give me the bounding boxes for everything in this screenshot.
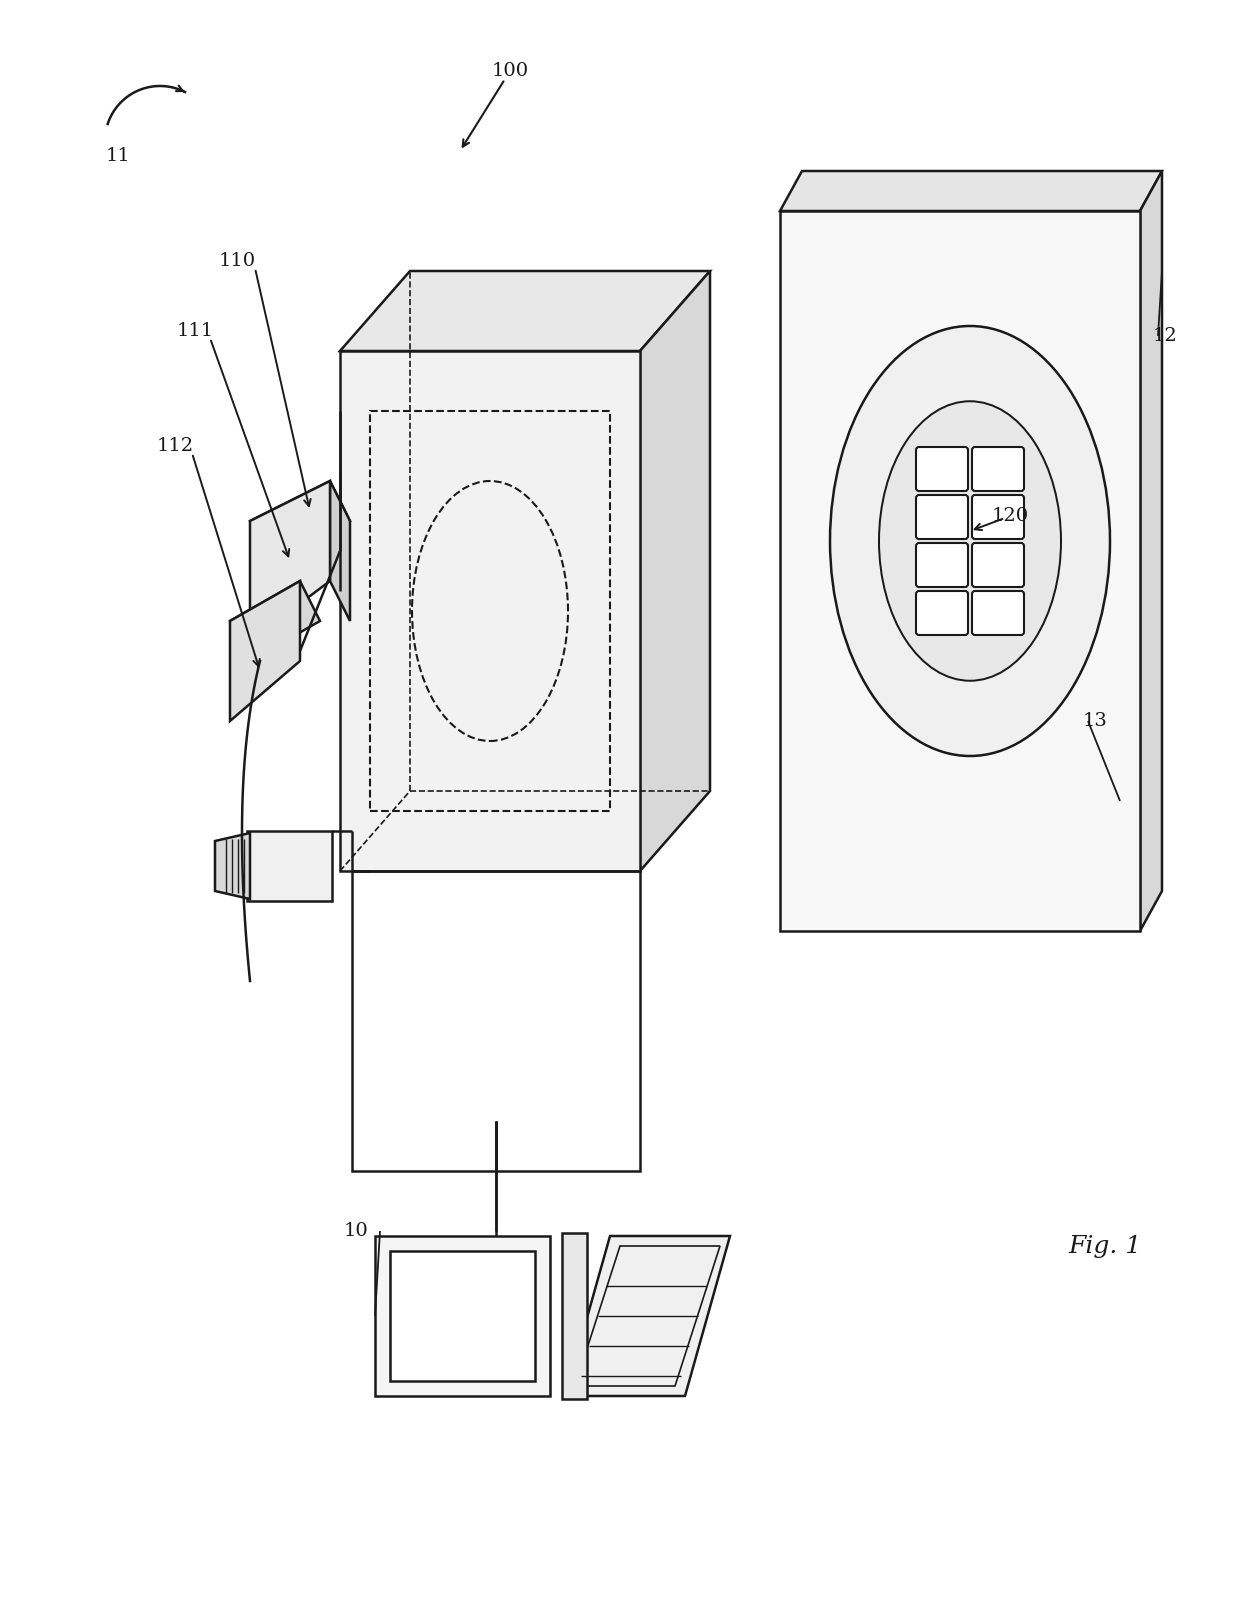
Polygon shape — [229, 581, 320, 661]
Polygon shape — [250, 480, 350, 560]
Bar — [247, 831, 332, 901]
FancyBboxPatch shape — [972, 495, 1024, 540]
Bar — [391, 1250, 534, 1382]
Polygon shape — [229, 581, 300, 720]
FancyBboxPatch shape — [916, 495, 968, 540]
Text: 110: 110 — [218, 251, 255, 271]
FancyBboxPatch shape — [916, 447, 968, 492]
Polygon shape — [780, 171, 1162, 211]
Polygon shape — [330, 480, 350, 621]
Polygon shape — [565, 1236, 730, 1396]
Polygon shape — [1140, 171, 1162, 932]
FancyBboxPatch shape — [972, 543, 1024, 588]
Polygon shape — [640, 271, 711, 871]
Text: 111: 111 — [176, 322, 213, 339]
Bar — [374, 1236, 551, 1396]
Polygon shape — [340, 271, 711, 351]
Text: 12: 12 — [1153, 327, 1177, 344]
Bar — [780, 211, 1140, 932]
FancyBboxPatch shape — [916, 591, 968, 636]
FancyBboxPatch shape — [916, 543, 968, 588]
Text: 120: 120 — [992, 508, 1028, 525]
Text: 10: 10 — [343, 1222, 368, 1241]
Bar — [352, 871, 640, 1170]
Ellipse shape — [830, 327, 1110, 756]
Text: 11: 11 — [105, 147, 130, 165]
Bar — [370, 411, 610, 812]
Polygon shape — [215, 833, 250, 900]
Text: 100: 100 — [491, 62, 528, 80]
Text: Fig. 1: Fig. 1 — [1069, 1234, 1142, 1257]
Bar — [562, 1233, 587, 1399]
Text: 112: 112 — [156, 437, 193, 455]
Bar — [340, 351, 640, 871]
FancyBboxPatch shape — [972, 447, 1024, 492]
Polygon shape — [250, 480, 330, 640]
FancyBboxPatch shape — [972, 591, 1024, 636]
Ellipse shape — [879, 402, 1061, 680]
Text: 13: 13 — [1083, 712, 1107, 730]
